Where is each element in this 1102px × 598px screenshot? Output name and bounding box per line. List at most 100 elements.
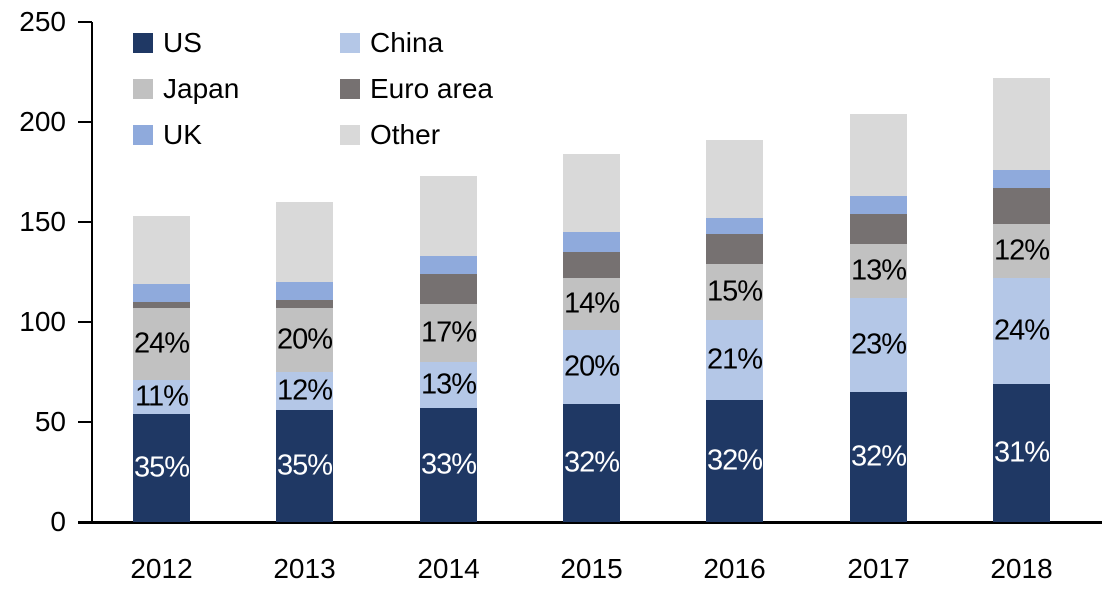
- segment-uk-2013: [276, 282, 333, 300]
- y-tick-100: [78, 321, 92, 323]
- segment-china-2015: [563, 330, 620, 404]
- value-label-japan-2016: 15%: [706, 275, 763, 308]
- segment-other-2018: [993, 78, 1050, 170]
- y-tick-250: [78, 21, 92, 23]
- segment-uk-2015: [563, 232, 620, 252]
- value-label-japan-2018: 12%: [993, 234, 1050, 267]
- legend-item-us: US: [133, 27, 333, 58]
- value-label-china-2016: 21%: [706, 343, 763, 376]
- legend-item-uk: UK: [133, 119, 333, 150]
- segment-uk-2014: [420, 256, 477, 274]
- legend-swatch-other: [340, 125, 360, 145]
- value-label-japan-2015: 14%: [563, 287, 620, 320]
- segment-japan-2018: [993, 224, 1050, 278]
- segment-other-2012: [133, 216, 190, 284]
- legend-label-china: China: [370, 27, 444, 58]
- segment-china-2017: [850, 298, 907, 392]
- segment-japan-2016: [706, 264, 763, 320]
- value-label-us-2015: 32%: [563, 446, 620, 479]
- legend-label-japan: Japan: [163, 73, 240, 104]
- segment-euro-area-2018: [993, 188, 1050, 224]
- segment-uk-2016: [706, 218, 763, 234]
- value-label-us-2013: 35%: [276, 449, 333, 482]
- legend-label-uk: UK: [163, 119, 202, 150]
- segment-euro-area-2012: [133, 302, 190, 308]
- y-tick-200: [78, 121, 92, 123]
- y-axis-line: [91, 22, 93, 524]
- segment-uk-2012: [133, 284, 190, 302]
- y-tick-label-150: 150: [19, 206, 66, 237]
- legend-swatch-euro-area: [340, 79, 360, 99]
- segment-euro-area-2016: [706, 234, 763, 264]
- value-label-china-2017: 23%: [850, 328, 907, 361]
- segment-us-2016: [706, 400, 763, 522]
- value-label-china-2012: 11%: [135, 380, 189, 413]
- segment-other-2014: [420, 176, 477, 256]
- legend-item-euro-area: Euro area: [340, 73, 540, 104]
- value-label-japan-2014: 17%: [420, 316, 477, 349]
- value-label-us-2017: 32%: [850, 440, 907, 473]
- legend-swatch-uk: [133, 125, 153, 145]
- segment-other-2016: [706, 140, 763, 218]
- segment-japan-2017: [850, 244, 907, 298]
- value-label-us-2012: 35%: [133, 451, 190, 484]
- legend-item-china: China: [340, 27, 540, 58]
- segment-other-2013: [276, 202, 333, 282]
- segment-china-2016: [706, 320, 763, 400]
- legend-item-japan: Japan: [133, 73, 333, 104]
- legend-swatch-china: [340, 33, 360, 53]
- segment-china-2018: [993, 278, 1050, 384]
- segment-euro-area-2015: [563, 252, 620, 278]
- x-label-2012: 2012: [130, 553, 193, 584]
- x-label-2013: 2013: [273, 553, 336, 584]
- x-label-2016: 2016: [703, 553, 766, 584]
- segment-japan-2014: [420, 304, 477, 362]
- value-label-japan-2017: 13%: [850, 254, 907, 287]
- y-tick-150: [78, 221, 92, 223]
- segment-other-2015: [563, 154, 620, 232]
- legend-label-euro-area: Euro area: [370, 73, 493, 104]
- segment-us-2014: [420, 408, 477, 522]
- x-label-2018: 2018: [990, 553, 1053, 584]
- value-label-us-2016: 32%: [706, 444, 763, 477]
- value-label-china-2015: 20%: [563, 350, 620, 383]
- y-tick-label-50: 50: [34, 406, 66, 437]
- x-label-2014: 2014: [417, 553, 480, 584]
- segment-euro-area-2014: [420, 274, 477, 304]
- y-tick-0: [78, 521, 92, 523]
- x-label-2017: 2017: [847, 553, 910, 584]
- value-label-japan-2012: 24%: [133, 327, 190, 360]
- segment-euro-area-2017: [850, 214, 907, 244]
- segment-china-2012: [133, 380, 190, 414]
- segment-us-2012: [133, 414, 190, 522]
- value-label-china-2014: 13%: [420, 368, 477, 401]
- segment-us-2013: [276, 410, 333, 522]
- segment-us-2015: [563, 404, 620, 522]
- segment-china-2013: [276, 372, 333, 410]
- segment-japan-2013: [276, 308, 333, 372]
- value-label-japan-2013: 20%: [276, 323, 333, 356]
- y-tick-label-0: 0: [50, 506, 66, 537]
- value-label-us-2018: 31%: [993, 436, 1050, 469]
- legend-label-us: US: [163, 27, 202, 58]
- value-label-us-2014: 33%: [420, 448, 477, 481]
- segment-japan-2012: [133, 308, 190, 380]
- value-label-china-2013: 12%: [276, 374, 333, 407]
- y-tick-label-200: 200: [19, 106, 66, 137]
- segment-uk-2017: [850, 196, 907, 214]
- segment-japan-2015: [563, 278, 620, 330]
- segment-us-2017: [850, 392, 907, 522]
- y-tick-label-250: 250: [19, 6, 66, 37]
- segment-euro-area-2013: [276, 300, 333, 308]
- y-tick-50: [78, 421, 92, 423]
- segment-uk-2018: [993, 170, 1050, 188]
- segment-other-2017: [850, 114, 907, 196]
- segment-us-2018: [993, 384, 1050, 522]
- legend-item-other: Other: [340, 119, 540, 150]
- y-tick-label-100: 100: [19, 306, 66, 337]
- x-axis-line: [78, 521, 1102, 524]
- legend-swatch-us: [133, 33, 153, 53]
- legend-label-other: Other: [370, 119, 441, 150]
- value-label-china-2018: 24%: [993, 314, 1050, 347]
